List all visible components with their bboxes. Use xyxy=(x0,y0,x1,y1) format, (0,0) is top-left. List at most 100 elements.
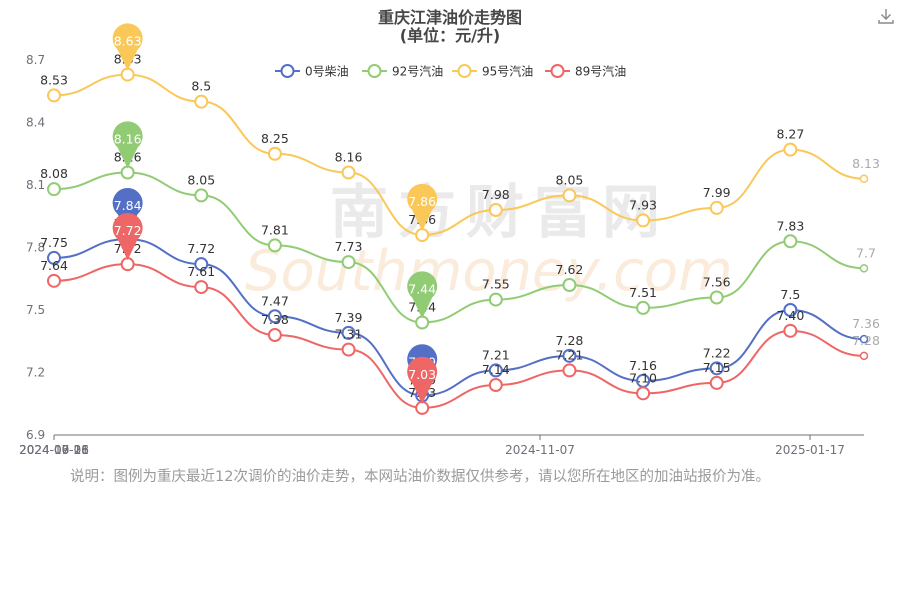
data-point xyxy=(859,174,869,183)
data-label: 8.25 xyxy=(261,131,289,146)
data-point xyxy=(488,378,503,392)
data-point xyxy=(47,273,61,288)
data-point xyxy=(636,300,651,315)
legend-marker xyxy=(550,64,565,78)
data-label: 7.28 xyxy=(852,333,880,348)
data-label: 8.27 xyxy=(776,127,804,142)
data-label: 8.05 xyxy=(556,172,584,187)
legend-marker xyxy=(367,64,382,78)
marker-pin-label: 8.16 xyxy=(114,132,142,147)
data-point xyxy=(562,363,577,378)
axes: 6.9 7.2 7.5 7.8 8.1 8.4 8.7 2024-06-282024-07-2… xyxy=(19,53,864,457)
data-point xyxy=(783,323,798,338)
marker-pin: 7.72 xyxy=(112,212,143,261)
marker-pin-shape xyxy=(112,23,143,71)
data-label: 7.21 xyxy=(556,347,584,362)
watermark-en: Southmoney.com xyxy=(245,239,733,304)
footnote: 说明：图例为重庆最近12次调价的油价走势，本网站油价数据仅供参考，请以您所在地区… xyxy=(70,469,770,485)
data-label: 7.62 xyxy=(556,262,584,277)
data-label: 7.56 xyxy=(703,275,731,290)
data-point xyxy=(709,361,724,376)
data-label: 8.05 xyxy=(187,172,215,187)
legend-label: 92号汽油 xyxy=(392,64,443,79)
data-label: 7.73 xyxy=(335,239,363,254)
x-tick-label: 2024-11-07 xyxy=(505,443,575,457)
data-label: 7.83 xyxy=(776,218,804,233)
data-point xyxy=(488,203,503,217)
marker-pin-shape xyxy=(112,212,143,261)
data-point xyxy=(709,200,724,215)
download-icon[interactable] xyxy=(876,6,896,26)
y-tick-label: 8.7 xyxy=(26,53,45,67)
data-point xyxy=(859,351,869,361)
marker-pin-label: 7.03 xyxy=(408,367,436,382)
data-label: 7.5 xyxy=(780,287,800,302)
y-tick-label: 6.9 xyxy=(26,428,45,442)
data-point xyxy=(636,213,651,228)
y-tick-label: 7.8 xyxy=(26,241,45,255)
data-label: 7.47 xyxy=(261,293,289,308)
data-label: 7.36 xyxy=(852,316,880,331)
legend[interactable]: 0号柴油 92号汽油 95号汽油 89号汽油 xyxy=(275,64,626,79)
data-point xyxy=(562,278,577,292)
data-label: 8.5 xyxy=(191,79,211,94)
legend-label: 95号汽油 xyxy=(482,64,533,79)
watermark: 南方财富网 Southmoney.com xyxy=(245,178,733,304)
x-tick-label: 2024-07-26 xyxy=(19,443,89,457)
data-label: 7.15 xyxy=(703,360,731,375)
marker-pin-shape xyxy=(407,271,438,319)
x-tick-label: 2025-01-17 xyxy=(775,443,845,457)
marker-pin: 7.03 xyxy=(407,356,438,404)
data-point xyxy=(783,234,798,249)
data-point xyxy=(341,342,356,357)
legend-item[interactable]: 89号汽油 xyxy=(545,64,626,79)
data-label: 7.16 xyxy=(629,358,657,373)
data-label: 7.10 xyxy=(629,370,657,385)
data-label: 8.53 xyxy=(40,72,68,87)
marker-pin-shape xyxy=(112,187,143,236)
x-tick-label: 2024-09-06 xyxy=(19,443,89,457)
marker-pin-shape xyxy=(407,183,438,231)
legend-item[interactable]: 0号柴油 xyxy=(275,64,349,79)
data-point xyxy=(562,348,577,363)
legend-label: 0号柴油 xyxy=(305,65,349,79)
line-chart: 南方财富网 Southmoney.com 6.9 7.2 7.5 7.8 8.1 8.4 8… xyxy=(19,23,880,457)
data-point xyxy=(194,94,209,109)
data-point xyxy=(47,182,61,197)
data-point xyxy=(488,363,503,378)
data-point xyxy=(562,188,577,203)
series-layer xyxy=(47,67,869,415)
x-tick-label: 2024-06-28 xyxy=(19,443,89,457)
data-point xyxy=(783,303,798,317)
data-label: 7.61 xyxy=(187,264,215,279)
data-label: 7.72 xyxy=(187,241,215,256)
data-point xyxy=(709,375,724,390)
legend-marker xyxy=(280,64,295,78)
marker-pin-label: 8.63 xyxy=(114,34,142,49)
data-point xyxy=(47,88,61,103)
data-label: 7.14 xyxy=(482,362,510,377)
marker-pin: 7.44 xyxy=(407,271,438,319)
legend-item[interactable]: 95号汽油 xyxy=(452,64,533,79)
data-label: 7.51 xyxy=(629,285,657,300)
marker-pin-label: 7.44 xyxy=(408,282,436,297)
chart-title: 重庆江津油价走势图 xyxy=(377,8,522,27)
data-point xyxy=(267,328,282,342)
data-label: 7.31 xyxy=(335,327,363,342)
data-point xyxy=(488,292,503,307)
data-point xyxy=(783,142,798,157)
data-point xyxy=(859,264,869,273)
legend-item[interactable]: 92号汽油 xyxy=(362,64,443,79)
data-point xyxy=(709,290,724,305)
data-label: 7.40 xyxy=(776,308,804,323)
marker-pin-label: 7.72 xyxy=(114,223,142,238)
data-label: 7.98 xyxy=(482,187,510,202)
data-label: 8.08 xyxy=(40,166,68,181)
marker-pin: 7.84 xyxy=(112,187,143,236)
x-tick-label: 2024-10-11 xyxy=(19,443,89,457)
y-tick-label: 7.2 xyxy=(26,366,45,380)
data-label: 8.16 xyxy=(335,150,363,165)
data-point xyxy=(267,309,282,324)
data-point xyxy=(194,280,209,295)
marker-pin: 7.86 xyxy=(407,183,438,231)
